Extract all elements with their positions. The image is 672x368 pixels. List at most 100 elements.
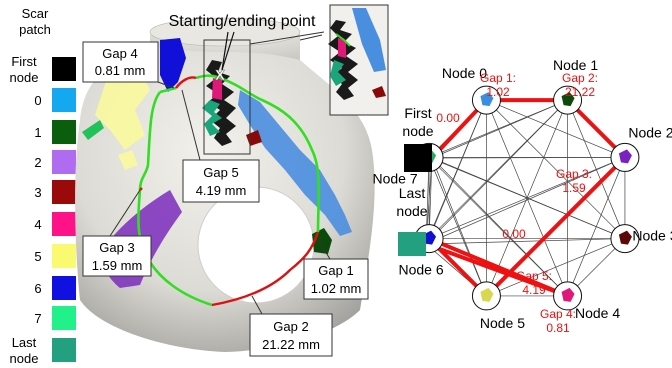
legend-swatch	[52, 212, 76, 236]
zoom-arrow	[299, 34, 323, 41]
legend-label: 3	[34, 185, 41, 200]
graph-node-patch	[480, 92, 494, 107]
legend-label: 7	[34, 311, 41, 326]
legend-swatch	[52, 306, 76, 330]
zoom-inset-blue	[352, 8, 386, 72]
gap-1-box	[303, 258, 369, 300]
gap-2-box	[249, 313, 333, 357]
graph-node-patch	[561, 92, 575, 107]
scar-patch-yellow-2	[118, 150, 138, 170]
gap-2-line2: 21.22 mm	[262, 337, 320, 352]
legend-label: 4	[34, 217, 41, 232]
legend-label: node	[10, 70, 39, 85]
graph-node-label: Node 2	[628, 124, 672, 140]
scar-patch-jagged-green	[202, 100, 222, 136]
legend-label: 1	[34, 125, 41, 140]
legend-label: Last	[12, 335, 37, 350]
graph-edge	[431, 157, 568, 297]
graph-edge-label: Gap 3:	[556, 167, 592, 181]
zoom-connector	[249, 31, 325, 45]
scar-patch-green-small	[82, 120, 104, 140]
start-end-marker: X	[215, 67, 225, 84]
graph-edge	[425, 238, 625, 245]
legend-swatch	[52, 57, 76, 81]
graph-edge-label: 4.19	[522, 283, 546, 297]
legend-swatch	[52, 276, 76, 300]
graph-edge	[486, 238, 626, 297]
legend-swatch	[52, 88, 76, 112]
graph-node-patch	[561, 287, 575, 302]
legend-swatch	[52, 150, 76, 174]
graph-node-label: Node 0	[442, 65, 487, 81]
legend-swatch	[52, 180, 76, 204]
gap-3-line1: Gap 3	[99, 240, 134, 255]
graph-edge	[431, 99, 568, 159]
legend-swatch	[52, 244, 76, 268]
gap-4-line2: 0.81 mm	[95, 63, 146, 78]
gap-4-leader	[157, 81, 175, 89]
gap-1-line1: Gap 1	[318, 263, 353, 278]
gap-2-leader	[251, 295, 263, 315]
zoom-inset-chain	[328, 20, 358, 100]
scar-patch-blue-big	[238, 90, 352, 236]
graph-edge	[431, 157, 487, 297]
legend-label: 5	[34, 249, 41, 264]
graph-edge	[425, 99, 568, 245]
zoom-inset	[249, 4, 389, 116]
starting-point-pointer-1	[221, 31, 229, 71]
last-node-square	[398, 232, 426, 256]
graph-node-label: Node 3	[632, 228, 672, 244]
gap-1-line2: 1.02 mm	[311, 281, 362, 296]
graph-node-patch	[480, 287, 494, 302]
graph-edge	[431, 157, 626, 239]
gap-3-box	[82, 235, 152, 277]
graph-edge-label: 21.22	[565, 85, 595, 99]
gap-3-line2: 1.59 mm	[92, 258, 143, 273]
graph-edge-label: 0.00	[436, 111, 460, 125]
ablation-path-red	[139, 76, 320, 307]
gap-callouts: Gap 4 0.81 mm Gap 5 4.19 mm Gap 3 1.59 m…	[82, 41, 369, 357]
legend-swatch	[52, 338, 76, 362]
legend-label: node	[10, 351, 39, 366]
gap-1-leader	[317, 239, 331, 260]
gap-5-line1: Gap 5	[203, 165, 238, 180]
gap-4-line1: Gap 4	[102, 46, 137, 61]
gap-5-leader	[181, 89, 201, 161]
zoom-inset-magenta	[338, 38, 346, 58]
mesh-top-opening	[149, 17, 301, 47]
first-node-label-line2: node	[402, 123, 433, 139]
starting-point-label: Starting/ending point	[169, 13, 316, 30]
scar-patch-blue-dark	[160, 38, 186, 92]
legend-swatch	[52, 120, 76, 144]
graph-edge-label: Gap 5:	[516, 269, 552, 283]
graph-node-patch	[423, 230, 437, 245]
legend-label: First	[11, 54, 37, 69]
graph-node-patch	[618, 149, 632, 164]
graph-edge-label: 1.59	[562, 181, 586, 195]
legend-label: 6	[34, 281, 41, 296]
graph-node-label: Node 1	[553, 57, 598, 73]
graph-path-edge	[424, 242, 570, 298]
zoom-inset-path	[335, 33, 351, 47]
mesh-hole	[197, 186, 315, 304]
graph-edge	[428, 157, 487, 297]
gap-5-box	[182, 159, 260, 203]
legend-label: 2	[34, 155, 41, 170]
graph-edge-label: Gap 4:	[540, 307, 576, 321]
starting-point-pointer-2	[221, 31, 235, 71]
legend-title-line2: patch	[19, 22, 51, 37]
gap-4-box	[82, 41, 159, 83]
graph-node-patch	[618, 230, 632, 245]
last-node-label-line1: Last	[399, 185, 426, 201]
graph-edge-label: 0.81	[546, 321, 570, 335]
last-node-label-line2: node	[396, 203, 427, 219]
graph-edge-label: Gap 2:	[562, 71, 598, 85]
graph-node-label: Node 6	[398, 262, 443, 278]
scar-patch-yellow-1	[95, 70, 150, 150]
gap-3-leader	[109, 189, 141, 237]
graph-edge	[486, 99, 626, 239]
gap-5-line2: 4.19 mm	[196, 183, 247, 198]
graph-edge-label: 0.00	[502, 227, 526, 241]
graph-edge	[425, 99, 487, 245]
